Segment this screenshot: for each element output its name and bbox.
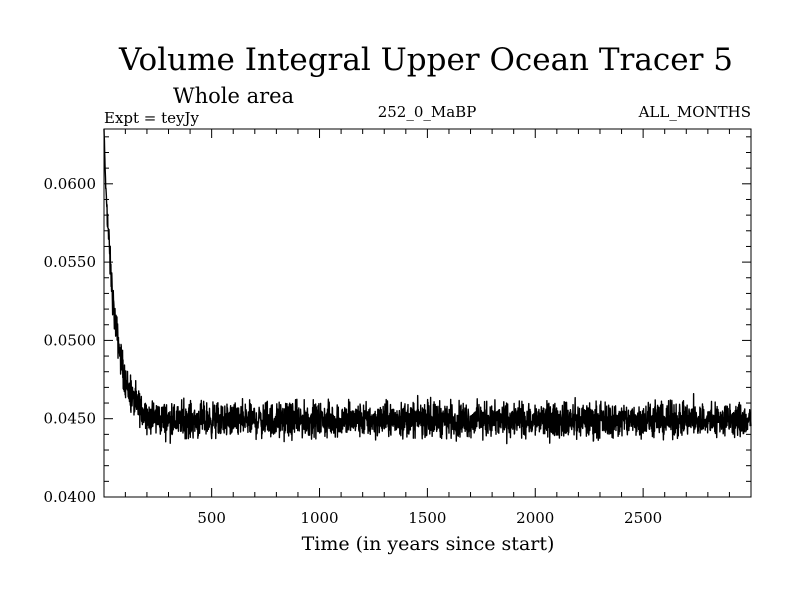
x-tick-label: 1500 (408, 509, 446, 527)
y-tick-label: 0.0450 (44, 410, 97, 428)
y-tick-label: 0.0500 (44, 331, 97, 349)
y-tick-label: 0.0600 (44, 175, 97, 193)
y-tick-label: 0.0550 (44, 253, 97, 271)
plot-frame (103, 128, 752, 498)
chart-title: Volume Integral Upper Ocean Tracer 5 (118, 42, 733, 78)
header-center: 252_0_MaBP (378, 103, 477, 121)
chart-subtitle: Whole area (173, 84, 294, 108)
x-tick-label: 2500 (624, 509, 662, 527)
series-line (103, 128, 752, 445)
x-tick-label: 1000 (300, 509, 338, 527)
x-axis-label: Time (in years since start) (302, 533, 555, 555)
x-tick-label: 500 (197, 509, 226, 527)
header-left: Expt = teyJy (104, 109, 200, 127)
header-right: ALL_MONTHS (638, 103, 751, 121)
plot-area: 500 1000 1500 2000 2500 0.0400 0.0450 0.0500 0.0… (44, 128, 752, 527)
y-tick-label: 0.0400 (44, 488, 97, 506)
x-tick-label: 2000 (516, 509, 554, 527)
